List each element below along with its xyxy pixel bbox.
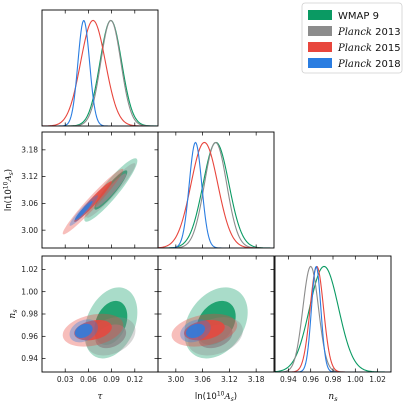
- legend-box: [301, 2, 403, 74]
- y-tick-label-ns: 0.98: [21, 310, 38, 319]
- marginal-curve-ns-planck2015: [275, 266, 391, 372]
- x-tick-label-tau: 0.03: [57, 375, 74, 384]
- contour-68-planck2018: [185, 323, 205, 338]
- marginal-curve-lnAs-planck2015: [158, 141, 274, 248]
- marginal-curve-ns-planck2018: [275, 265, 391, 372]
- panel-frame-2-2: [274, 255, 392, 373]
- legend-label-planck2013: Planck 2013: [337, 27, 401, 38]
- x-tick-label-ns: 0.96: [302, 375, 319, 384]
- legend-label-planck2015: Planck 2015: [337, 43, 401, 54]
- marginal-curve-lnAs-wmap9: [158, 141, 274, 248]
- y-tick-label-lnAs: 3.00: [21, 226, 38, 235]
- x-tick-label-tau: 0.06: [80, 375, 97, 384]
- contour-68-planck2013: [95, 173, 127, 208]
- legend-label-wmap9: WMAP 9: [338, 11, 379, 22]
- x-tick-label-lnAs: 3.12: [221, 375, 238, 384]
- panels-group: 0.03 0.06 0.09 0.12 3.00 3.06 3.12 3.18 0.94 0.96…: [3, 9, 392, 404]
- marginal-curve-ns-wmap9: [275, 265, 391, 372]
- x-axis-label-tau: τ: [98, 392, 104, 402]
- x-tick-label-lnAs: 3.18: [248, 375, 265, 384]
- contour-panel-lnAs-ns: [171, 287, 248, 359]
- legend-swatch-planck2013: [308, 26, 332, 36]
- legend-label-planck2018: Planck 2018: [337, 59, 401, 70]
- marginal-curve-lnAs-planck2018: [158, 141, 274, 248]
- y-tick-label-ns: 1.00: [21, 287, 38, 296]
- y-tick-label-lnAs: 3.18: [21, 145, 38, 154]
- marginal-ns: [275, 265, 391, 372]
- panel-frame-1-1: [157, 131, 275, 249]
- legend-swatch-planck2015: [308, 42, 332, 52]
- y-tick-label-ns: 0.96: [21, 332, 38, 341]
- contour-68-planck2018: [74, 323, 93, 338]
- y-axis-label-ns: ns: [8, 309, 19, 319]
- legend-swatch-planck2018: [308, 58, 332, 68]
- y-axis-label-lnAs: ln(1010As): [3, 169, 16, 211]
- x-tick-label-lnAs: 3.00: [167, 375, 184, 384]
- legend: WMAP 9 Planck 2013 Planck 2015 Planck 2018: [301, 2, 403, 74]
- x-tick-label-ns: 0.98: [325, 375, 342, 384]
- marginal-tau: [42, 19, 158, 126]
- y-tick-label-ns: 0.94: [21, 354, 38, 363]
- contour-panel-tau-ns: [62, 287, 138, 359]
- marginal-curve-tau-planck2013: [42, 19, 158, 126]
- x-tick-label-ns: 0.94: [280, 375, 297, 384]
- x-tick-label-tau: 0.09: [103, 375, 120, 384]
- marginal-lnAs: [158, 141, 274, 248]
- contour-panel-tau-lnAs: [62, 158, 138, 235]
- x-tick-label-tau: 0.12: [126, 375, 143, 384]
- x-axis-label-lnAs: ln(1010As): [195, 391, 237, 404]
- x-axis-label-ns: ns: [328, 392, 338, 403]
- marginal-curve-ns-planck2013: [275, 265, 391, 372]
- y-tick-label-lnAs: 3.06: [21, 199, 38, 208]
- legend-swatch-wmap9: [308, 10, 332, 20]
- x-tick-label-ns: 1.02: [369, 375, 386, 384]
- x-tick-label-lnAs: 3.06: [194, 375, 211, 384]
- x-tick-label-ns: 1.00: [347, 375, 364, 384]
- panel-frame-0-0: [41, 9, 159, 127]
- marginal-curve-tau-wmap9: [42, 19, 158, 126]
- marginal-curve-lnAs-planck2013: [158, 141, 274, 248]
- contour-68-planck2018: [74, 201, 93, 221]
- y-tick-label-lnAs: 3.12: [21, 172, 38, 181]
- marginal-curve-tau-planck2015: [42, 19, 158, 126]
- y-tick-label-ns: 1.02: [21, 265, 38, 274]
